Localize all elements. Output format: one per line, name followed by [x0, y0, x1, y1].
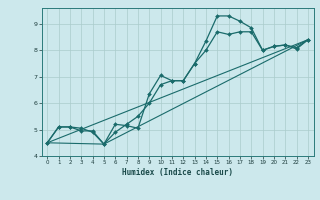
- X-axis label: Humidex (Indice chaleur): Humidex (Indice chaleur): [122, 168, 233, 177]
